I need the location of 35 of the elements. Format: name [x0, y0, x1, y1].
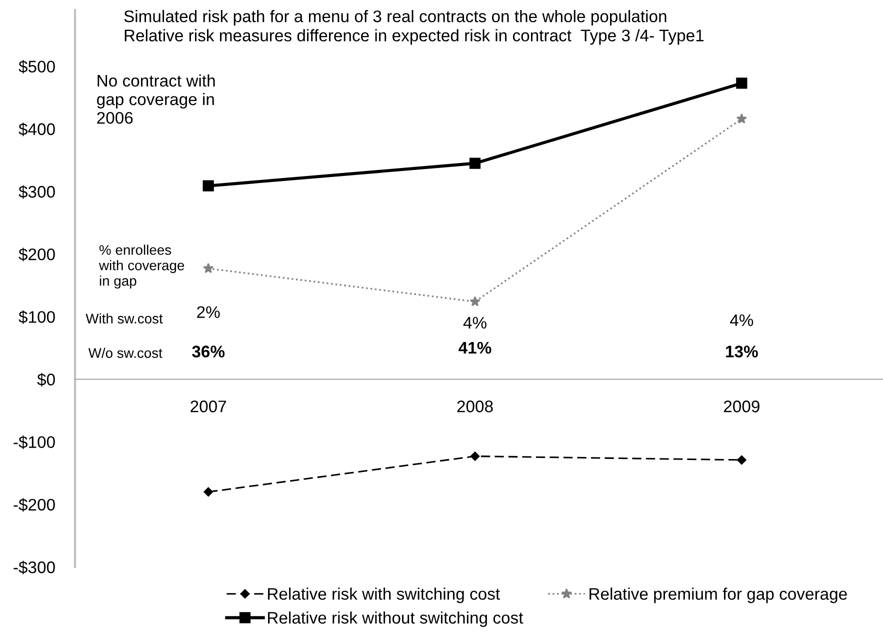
- y-tick-label: $200: [18, 248, 55, 262]
- point: [203, 262, 214, 274]
- annotation: W/o sw.cost: [88, 348, 162, 358]
- y-tick-label: $400: [18, 122, 55, 136]
- annotation: No contract with gap coverage in 2006: [97, 74, 215, 124]
- x-tick-label: 2008: [457, 400, 493, 412]
- legend-label: Relative risk with switching cost: [268, 588, 500, 604]
- y-tick-label: -$100: [14, 436, 55, 450]
- point: [736, 113, 747, 124]
- point: [469, 158, 481, 169]
- annotation: 36%: [192, 346, 225, 358]
- text: Simulated risk path for a menu of 3 real contracts on the whole population Relative risk measures difference in expected risk in contract Type 3 /4- Type1: [124, 10, 704, 45]
- point: [470, 452, 480, 461]
- y-tick-label: $100: [18, 310, 55, 324]
- point: [470, 296, 480, 306]
- annotation: 4%: [463, 316, 486, 329]
- legend-label: Relative risk without switching cost: [268, 611, 524, 627]
- point: [737, 455, 746, 465]
- y-tick-label: -$200: [14, 498, 55, 512]
- point: [204, 487, 213, 497]
- annotation: With sw.cost: [86, 313, 163, 324]
- point: [202, 180, 214, 192]
- y-tick-label: $300: [18, 185, 55, 199]
- y-tick-label: -$300: [14, 560, 55, 574]
- y-tick-label: $500: [18, 60, 55, 74]
- annotation: 13%: [726, 346, 758, 358]
- annotation: 2%: [197, 306, 220, 318]
- annotation: % enrollees with coverage in gap: [98, 244, 184, 289]
- annotation: 4%: [730, 314, 754, 326]
- x-tick-label: 2009: [724, 400, 760, 412]
- legend-label: Relative premium for gap coverage: [590, 588, 847, 604]
- y-tick-label: $0: [37, 372, 55, 386]
- x-tick-label: 2007: [190, 400, 226, 412]
- annotation: 41%: [458, 342, 492, 354]
- point: [736, 78, 748, 89]
